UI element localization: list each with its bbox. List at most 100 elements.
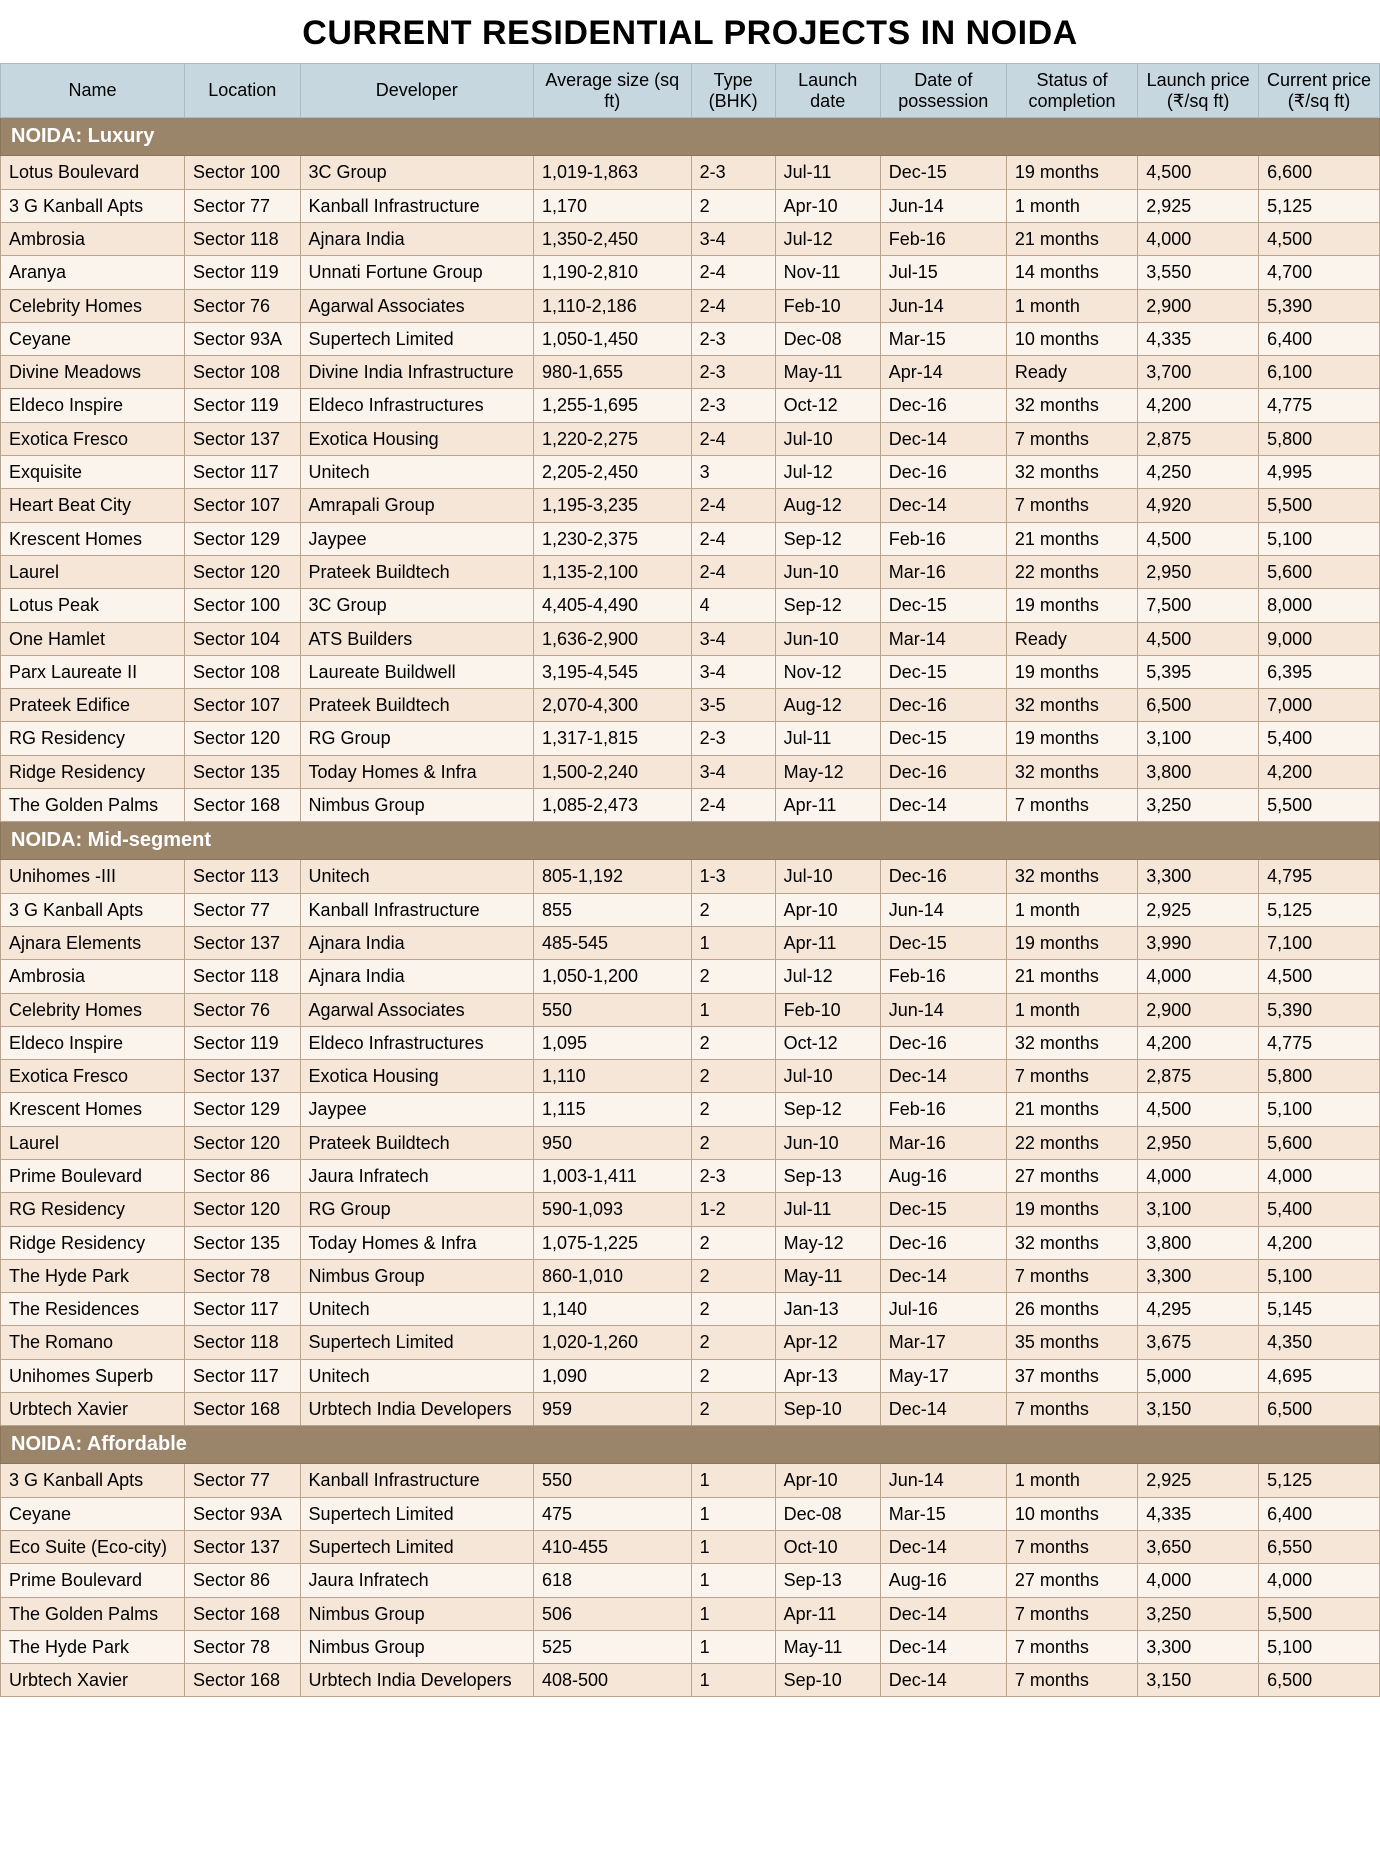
- table-cell: Sector 118: [184, 960, 300, 993]
- table-cell: Sector 168: [184, 1597, 300, 1630]
- table-cell: 7 months: [1006, 1393, 1137, 1426]
- table-cell: 3,250: [1138, 1597, 1259, 1630]
- col-launch-date: Launch date: [775, 64, 880, 118]
- table-cell: Dec-16: [880, 1226, 1006, 1259]
- table-cell: 1,050-1,200: [533, 960, 691, 993]
- table-cell: 3: [691, 456, 775, 489]
- table-cell: Sector 120: [184, 722, 300, 755]
- table-cell: 4,700: [1259, 256, 1380, 289]
- table-cell: Nov-12: [775, 655, 880, 688]
- table-cell: 7,100: [1259, 926, 1380, 959]
- table-cell: 19 months: [1006, 926, 1137, 959]
- table-cell: Dec-14: [880, 1630, 1006, 1663]
- table-cell: 4,920: [1138, 489, 1259, 522]
- table-cell: Ready: [1006, 356, 1137, 389]
- table-cell: Exotica Fresco: [1, 1060, 185, 1093]
- table-cell: 27 months: [1006, 1159, 1137, 1192]
- table-cell: 37 months: [1006, 1359, 1137, 1392]
- table-cell: Parx Laureate II: [1, 655, 185, 688]
- table-cell: Sep-10: [775, 1393, 880, 1426]
- table-cell: 1,019-1,863: [533, 156, 691, 189]
- table-cell: Prateek Buildtech: [300, 689, 533, 722]
- table-cell: Sep-12: [775, 589, 880, 622]
- table-cell: Nov-11: [775, 256, 880, 289]
- table-cell: Dec-08: [775, 322, 880, 355]
- table-cell: Sector 93A: [184, 322, 300, 355]
- table-row: LaurelSector 120Prateek Buildtech1,135-2…: [1, 555, 1380, 588]
- table-cell: Sector 168: [184, 789, 300, 822]
- table-cell: 19 months: [1006, 722, 1137, 755]
- table-cell: Apr-10: [775, 893, 880, 926]
- table-cell: Dec-15: [880, 1193, 1006, 1226]
- table-cell: 4,350: [1259, 1326, 1380, 1359]
- table-cell: 2,950: [1138, 1126, 1259, 1159]
- table-cell: 2: [691, 960, 775, 993]
- table-cell: 959: [533, 1393, 691, 1426]
- table-cell: Sector 168: [184, 1664, 300, 1697]
- table-cell: 2: [691, 1393, 775, 1426]
- table-cell: Laurel: [1, 555, 185, 588]
- table-cell: 1,140: [533, 1293, 691, 1326]
- col-name: Name: [1, 64, 185, 118]
- section-label: NOIDA: Affordable: [1, 1426, 1380, 1464]
- table-cell: Unnati Fortune Group: [300, 256, 533, 289]
- table-cell: Ceyane: [1, 322, 185, 355]
- table-cell: 1,115: [533, 1093, 691, 1126]
- table-cell: Dec-14: [880, 422, 1006, 455]
- table-cell: Sector 137: [184, 1530, 300, 1563]
- table-row: RG ResidencySector 120RG Group590-1,0931…: [1, 1193, 1380, 1226]
- table-cell: 4,000: [1138, 1159, 1259, 1192]
- table-cell: Apr-11: [775, 926, 880, 959]
- table-row: 3 G Kanball AptsSector 77Kanball Infrast…: [1, 189, 1380, 222]
- table-cell: 4,000: [1138, 960, 1259, 993]
- table-cell: 22 months: [1006, 555, 1137, 588]
- table-cell: 2,875: [1138, 1060, 1259, 1093]
- table-cell: 1: [691, 993, 775, 1026]
- table-cell: 2-4: [691, 789, 775, 822]
- table-cell: Sep-12: [775, 1093, 880, 1126]
- table-cell: 1,135-2,100: [533, 555, 691, 588]
- table-cell: Kanball Infrastructure: [300, 189, 533, 222]
- table-cell: Ajnara India: [300, 926, 533, 959]
- table-cell: Sector 93A: [184, 1497, 300, 1530]
- table-cell: Mar-14: [880, 622, 1006, 655]
- table-cell: Apr-11: [775, 1597, 880, 1630]
- table-cell: Mar-16: [880, 555, 1006, 588]
- table-row: Ridge ResidencySector 135Today Homes & I…: [1, 1226, 1380, 1259]
- table-cell: Amrapali Group: [300, 489, 533, 522]
- table-cell: Sep-13: [775, 1564, 880, 1597]
- table-cell: 1-2: [691, 1193, 775, 1226]
- table-cell: Prateek Edifice: [1, 689, 185, 722]
- table-cell: 4: [691, 589, 775, 622]
- table-row: Lotus BoulevardSector 1003C Group1,019-1…: [1, 156, 1380, 189]
- table-row: AranyaSector 119Unnati Fortune Group1,19…: [1, 256, 1380, 289]
- table-cell: 1,350-2,450: [533, 222, 691, 255]
- table-cell: Sector 119: [184, 256, 300, 289]
- table-row: Unihomes SuperbSector 117Unitech1,0902Ap…: [1, 1359, 1380, 1392]
- table-cell: Nimbus Group: [300, 1259, 533, 1292]
- table-row: Eldeco InspireSector 119Eldeco Infrastru…: [1, 1026, 1380, 1059]
- table-cell: 4,500: [1259, 960, 1380, 993]
- table-cell: Apr-10: [775, 189, 880, 222]
- table-cell: 855: [533, 893, 691, 926]
- table-row: CeyaneSector 93ASupertech Limited4751Dec…: [1, 1497, 1380, 1530]
- table-row: The Hyde ParkSector 78Nimbus Group5251Ma…: [1, 1630, 1380, 1663]
- table-cell: Oct-10: [775, 1530, 880, 1563]
- table-cell: 550: [533, 1464, 691, 1497]
- table-cell: Sector 119: [184, 1026, 300, 1059]
- table-cell: 21 months: [1006, 522, 1137, 555]
- table-cell: Sector 107: [184, 689, 300, 722]
- table-cell: Sector 117: [184, 1293, 300, 1326]
- table-cell: 2-3: [691, 156, 775, 189]
- table-cell: 2,925: [1138, 1464, 1259, 1497]
- table-cell: 19 months: [1006, 655, 1137, 688]
- table-cell: 8,000: [1259, 589, 1380, 622]
- table-cell: Nimbus Group: [300, 1630, 533, 1663]
- table-cell: Urbtech India Developers: [300, 1664, 533, 1697]
- table-cell: 3,300: [1138, 860, 1259, 893]
- table-cell: Celebrity Homes: [1, 289, 185, 322]
- table-cell: 9,000: [1259, 622, 1380, 655]
- table-cell: Dec-16: [880, 389, 1006, 422]
- table-cell: Prateek Buildtech: [300, 555, 533, 588]
- table-cell: Feb-16: [880, 1093, 1006, 1126]
